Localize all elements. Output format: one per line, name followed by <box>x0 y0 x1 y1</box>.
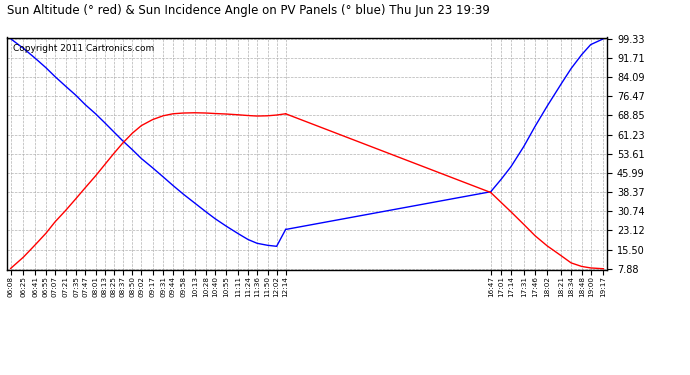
Text: Sun Altitude (° red) & Sun Incidence Angle on PV Panels (° blue) Thu Jun 23 19:3: Sun Altitude (° red) & Sun Incidence Ang… <box>7 4 490 17</box>
Text: Copyright 2011 Cartronics.com: Copyright 2011 Cartronics.com <box>13 45 154 54</box>
